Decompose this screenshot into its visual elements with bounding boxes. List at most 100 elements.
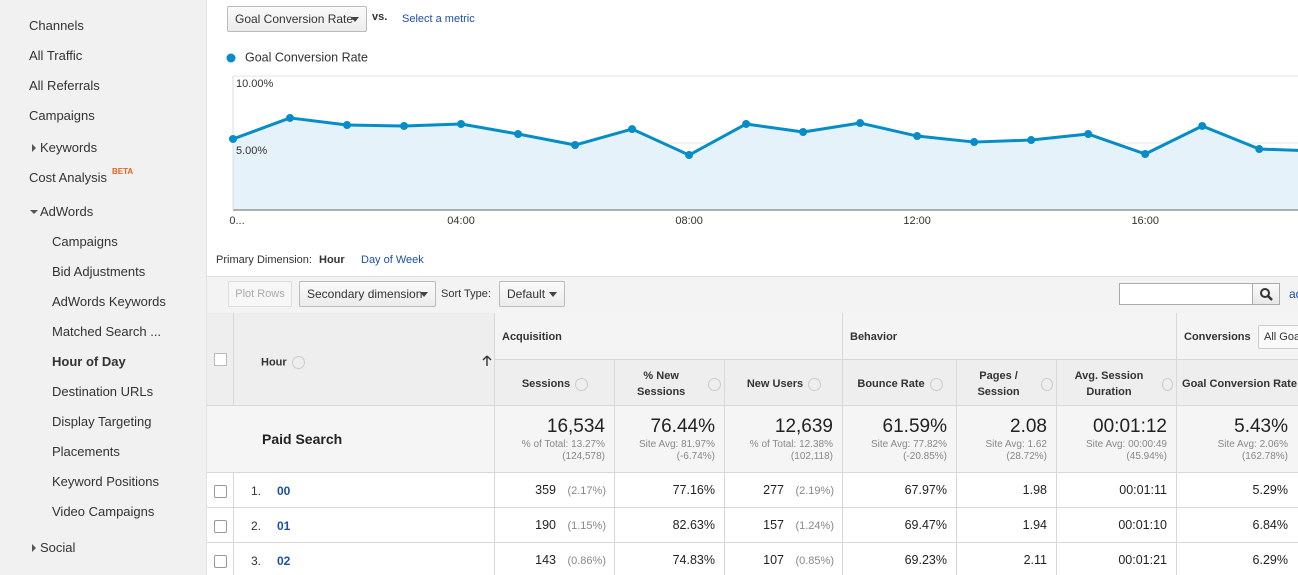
- group-label: Behavior: [850, 331, 898, 343]
- column-header[interactable]: Goal Conversion Rate: [1182, 378, 1297, 390]
- totals-sub: (-6.74%): [676, 451, 715, 462]
- row-cell: [843, 473, 957, 508]
- row-value: 277: [763, 483, 784, 497]
- row-cell: [725, 508, 843, 543]
- totals-cell: [843, 406, 957, 473]
- nav-item[interactable]: Placements: [52, 444, 120, 459]
- nav-item[interactable]: Channels: [29, 18, 84, 33]
- point: [571, 141, 580, 150]
- nav-item[interactable]: Cost Analysis: [29, 170, 108, 185]
- nav-item[interactable]: Overview: [29, 0, 83, 3]
- row-cell: [615, 473, 725, 508]
- row-checkbox[interactable]: [214, 485, 227, 498]
- group-label: Conversions: [1184, 331, 1251, 343]
- point: [1198, 121, 1207, 130]
- column-header[interactable]: Bounce Rate: [847, 366, 953, 402]
- row-index: 2.: [251, 519, 262, 533]
- point: [856, 119, 865, 128]
- nav-item[interactable]: Campaigns: [52, 234, 118, 249]
- help-icon: [708, 377, 721, 391]
- column-header[interactable]: % New Sessions: [619, 366, 721, 402]
- row-cell: [843, 508, 957, 543]
- row-cell: [957, 508, 1057, 543]
- row-hour-link[interactable]: 01: [277, 519, 291, 533]
- sort-dropdown[interactable]: Default: [499, 281, 565, 307]
- totals-sub: % of Total: 12.38%: [749, 439, 833, 450]
- column-header[interactable]: Pages / Session: [961, 366, 1053, 402]
- column-header-cell: [725, 360, 843, 406]
- column-header[interactable]: Sessions: [499, 366, 611, 402]
- row-value: 6.84%: [1252, 518, 1288, 532]
- nav-item[interactable]: Matched Search ...: [52, 324, 162, 339]
- help-icon: [808, 377, 822, 391]
- row-value: 69.23%: [904, 553, 947, 567]
- nav-item[interactable]: Destination URLs: [52, 384, 154, 399]
- row-checkbox[interactable]: [214, 555, 227, 568]
- nav-item[interactable]: Campaigns: [29, 108, 95, 123]
- nav-item[interactable]: Bid Adjustments: [52, 264, 146, 279]
- nav-item[interactable]: Keywords: [40, 140, 98, 155]
- row-value: 00:01:10: [1118, 518, 1167, 532]
- metric-dropdown[interactable]: Goal Conversion Rate: [227, 6, 367, 32]
- beta-badge: BETA: [112, 167, 134, 176]
- search-box[interactable]: [1119, 283, 1253, 305]
- nav-item[interactable]: AdWords Keywords: [52, 294, 166, 309]
- row-value: 69.47%: [904, 518, 947, 532]
- collapse-arrow: [30, 210, 38, 214]
- totals-value: 00:01:12: [1093, 416, 1167, 437]
- row-hour-cell: [234, 543, 495, 575]
- totals-value: 76.44%: [650, 416, 715, 437]
- nav-item[interactable]: AdWords: [40, 204, 94, 219]
- select-metric-link[interactable]: Select a metric: [402, 13, 475, 25]
- row-value: 74.83%: [672, 553, 715, 567]
- help-icon: [1041, 377, 1053, 391]
- chart: Goal Conversion Rate 5.00% 10.00% 0... 04:00…: [226, 50, 1298, 227]
- row-pct: (2.19%): [795, 485, 834, 497]
- row-value: 359: [535, 483, 556, 497]
- row-cell: [957, 473, 1057, 508]
- point: [514, 130, 523, 139]
- row-index: 3.: [251, 554, 262, 568]
- row-pct: (0.85%): [795, 555, 834, 567]
- search-button[interactable]: [1252, 283, 1280, 305]
- column-header[interactable]: New Users: [729, 366, 839, 402]
- goal-select[interactable]: All Goals: [1258, 325, 1298, 349]
- row-cell: [1177, 473, 1298, 508]
- area: [233, 118, 1298, 210]
- plot-rows-button[interactable]: Plot Rows: [228, 281, 292, 307]
- column-header[interactable]: Hour: [261, 356, 305, 369]
- header-checkbox[interactable]: [214, 353, 227, 366]
- totals-sub: (124,578): [562, 451, 605, 462]
- nav-item[interactable]: Keyword Positions: [52, 474, 159, 489]
- sort-arrow: [482, 354, 492, 372]
- row-value: 00:01:11: [1119, 483, 1167, 497]
- expand-arrow: [32, 144, 36, 152]
- nav-item[interactable]: All Referrals: [29, 78, 100, 93]
- secondary-dimension[interactable]: Secondary dimension: [299, 281, 436, 307]
- point: [1084, 130, 1093, 139]
- row-checkbox[interactable]: [214, 520, 227, 533]
- point: [400, 121, 409, 130]
- nav-item[interactable]: Hour of Day: [52, 354, 126, 369]
- totals-sub: (102,118): [790, 451, 833, 462]
- point: [628, 125, 637, 134]
- column-header[interactable]: Avg. Session Duration: [1061, 366, 1173, 402]
- dimension-link[interactable]: Day of Week: [361, 254, 424, 266]
- header-hour: [234, 313, 495, 406]
- row-value: 107: [763, 553, 784, 567]
- row-hour-link[interactable]: 02: [277, 554, 291, 568]
- row-cell: [1057, 543, 1177, 575]
- nav-item[interactable]: All Traffic: [29, 48, 83, 63]
- dimension-label: Primary Dimension:: [216, 254, 312, 266]
- row-hour-link[interactable]: 00: [277, 484, 291, 498]
- nav-item[interactable]: Display Targeting: [52, 414, 152, 429]
- point: [1141, 149, 1150, 158]
- nav-item[interactable]: Social: [40, 540, 76, 555]
- legend-label: Goal Conversion Rate: [245, 50, 368, 64]
- nav-item[interactable]: Video Campaigns: [52, 504, 155, 519]
- legend-dot: [226, 53, 236, 63]
- y-tick-label: 5.00%: [236, 145, 267, 157]
- row-cell: [1057, 473, 1177, 508]
- advanced-link[interactable]: advanced: [1289, 287, 1298, 301]
- row-value: 1.98: [1022, 483, 1047, 497]
